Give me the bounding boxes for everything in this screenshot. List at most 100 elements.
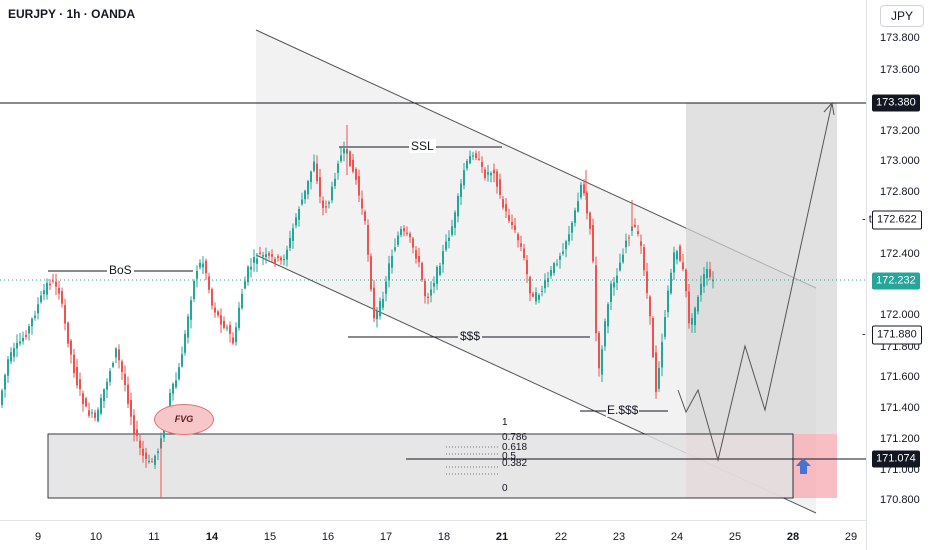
candle-body: [280, 257, 282, 261]
candle-body: [535, 292, 537, 302]
candle-body: [418, 256, 420, 263]
candle-body: [508, 215, 510, 221]
chart-canvas[interactable]: [0, 0, 866, 520]
candle-body: [628, 237, 630, 239]
demand-zone-box[interactable]: [47, 433, 794, 499]
price-tag-prefix: - t: [862, 213, 872, 226]
time-label: 17: [379, 531, 393, 543]
candle-body: [406, 232, 408, 234]
price-tag-current[interactable]: 172.232: [872, 272, 920, 290]
chart-svg[interactable]: [0, 0, 866, 520]
candle-body: [673, 252, 675, 273]
candle-body: [439, 265, 441, 275]
candle-body: [655, 352, 657, 393]
candle-body: [373, 287, 375, 319]
candle-body: [298, 209, 300, 220]
candle-body: [697, 297, 699, 312]
candle-body: [610, 283, 612, 303]
candle-body: [13, 348, 15, 357]
candle-body: [487, 172, 489, 175]
candle-body: [229, 325, 231, 334]
candle-body: [199, 262, 201, 268]
candle-body: [700, 283, 702, 296]
candle-body: [349, 151, 351, 166]
candle-body: [274, 258, 276, 264]
candles-group: [1, 125, 714, 498]
candle-body: [676, 251, 678, 260]
price-tag-172622[interactable]: 172.622: [872, 210, 922, 230]
price-tag-171880[interactable]: 171.880: [872, 325, 922, 345]
symbol-title: EURJPY · 1h · OANDA: [8, 7, 136, 21]
candle-body: [472, 155, 474, 157]
candle-body: [34, 315, 36, 318]
candle-body: [658, 368, 660, 389]
time-label: 16: [321, 531, 335, 543]
descending-channel[interactable]: [256, 30, 816, 513]
candle-body: [550, 269, 552, 276]
candle-body: [622, 254, 624, 263]
price-tag-prefix: -: [862, 328, 866, 341]
price-tag-173380[interactable]: 173.380: [872, 94, 920, 112]
candle-body: [475, 153, 477, 158]
candle-body: [295, 217, 297, 226]
price-tag-171074[interactable]: 171.074: [872, 450, 920, 468]
fib-level-label: 0: [502, 483, 508, 494]
candle-body: [448, 237, 450, 241]
candle-body: [355, 169, 357, 180]
candle-body: [556, 263, 558, 265]
candle-body: [151, 461, 153, 463]
candle-body: [370, 256, 372, 290]
candle-body: [352, 159, 354, 172]
candle-body: [58, 287, 60, 294]
candle-body: [580, 184, 582, 198]
candle-body: [250, 266, 252, 270]
projection-path[interactable]: [677, 102, 833, 462]
candle-body: [286, 249, 288, 260]
fvg-marker[interactable]: FVG: [154, 404, 214, 435]
candle-body: [445, 241, 447, 250]
candle-body: [532, 293, 534, 297]
candle-body: [574, 210, 576, 223]
candle-body: [4, 375, 6, 390]
candle-body: [217, 311, 219, 316]
time-label: 28: [786, 531, 800, 543]
candle-body: [241, 293, 243, 309]
time-label: 29: [844, 531, 858, 543]
candle-body: [289, 238, 291, 248]
equal-liquidity-label: E.$$$: [606, 403, 640, 417]
price-tick: 172.400: [880, 248, 920, 260]
candle-body: [652, 317, 654, 358]
candle-body: [343, 148, 345, 154]
candle-body: [31, 318, 33, 327]
fib-level-label: 0.5: [502, 451, 516, 462]
candle-body: [61, 291, 63, 304]
candle-body: [385, 281, 387, 294]
fib-level-label: 0.618: [502, 442, 528, 453]
currency-button[interactable]: JPY: [880, 5, 924, 27]
candle-body: [232, 337, 234, 344]
candle-body: [307, 181, 309, 195]
candle-body: [586, 193, 588, 214]
up-arrow-icon[interactable]: [796, 458, 811, 474]
candle-body: [91, 412, 93, 414]
candle-body: [139, 440, 141, 448]
candle-body: [145, 452, 147, 459]
candle-body: [202, 263, 204, 268]
candle-body: [484, 169, 486, 178]
candle-body: [226, 327, 228, 329]
price-tick: 173.800: [880, 32, 920, 44]
candle-body: [118, 349, 120, 361]
candle-body: [415, 250, 417, 259]
candle-body: [277, 256, 279, 258]
candle-body: [10, 352, 12, 362]
candle-body: [463, 170, 465, 186]
time-scale[interactable]: [0, 520, 866, 550]
candle-body: [412, 238, 414, 248]
candle-body: [403, 228, 405, 232]
candle-body: [541, 290, 543, 292]
candle-body: [583, 184, 585, 194]
position-target-zone[interactable]: [686, 103, 837, 434]
candle-body: [361, 198, 363, 209]
candle-body: [52, 280, 54, 282]
candle-body: [481, 161, 483, 167]
